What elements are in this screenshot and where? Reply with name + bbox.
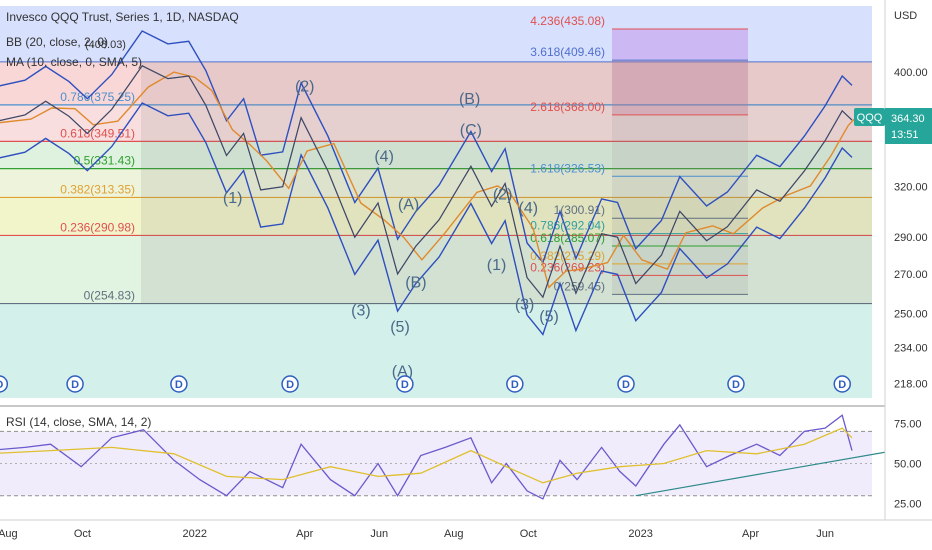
symbol-badge: QQQ (857, 112, 883, 124)
dividend-marker[interactable] (170, 375, 188, 393)
fib-extension-label: 2.618(368.00) (530, 100, 605, 114)
bar-countdown: 13:51 (891, 129, 919, 141)
wave-label: (5) (390, 319, 410, 336)
symbol-badge-bg (854, 108, 885, 126)
dividend-marker[interactable] (617, 375, 635, 393)
fib-ext-zone (612, 114, 748, 295)
dividend-marker-label: D (622, 379, 630, 391)
fib-retracement-label: 0.618(349.51) (60, 126, 135, 140)
time-axis-tick: 2022 (183, 528, 207, 540)
rsi-axis-tick: 75.00 (894, 418, 922, 430)
fib-retracement-label: 0.236(290.98) (60, 220, 135, 234)
fib-retracement-label: 0.382(313.35) (60, 182, 135, 196)
bollinger-bands-label[interactable]: BB (20, close, 2, 0) (6, 35, 109, 49)
time-axis-tick: Apr (742, 528, 759, 540)
dividend-marker-label: D (838, 379, 846, 391)
fib-retracement-label: 0(254.83) (84, 289, 135, 303)
dividend-marker-label: D (286, 379, 294, 391)
rsi-label[interactable]: RSI (14, close, SMA, 14, 2) (6, 415, 152, 429)
wave-label: (3) (351, 302, 371, 319)
fib-zone (0, 104, 872, 142)
wave-label: (1) (223, 190, 243, 207)
dividend-marker-label: D (71, 379, 79, 391)
currency-label: USD (894, 10, 917, 22)
price-axis-tick: 250.00 (894, 308, 928, 320)
bollinger-upper-band[interactable] (0, 30, 853, 264)
fib-zone (0, 61, 872, 105)
fib-zone (0, 303, 872, 398)
fib-retracement-label: 0.5(331.43) (74, 154, 135, 168)
rsi-axis-tick: 25.00 (894, 499, 922, 511)
dividend-marker[interactable] (727, 375, 745, 393)
time-axis-tick: Jun (816, 528, 834, 540)
dividend-marker[interactable] (0, 375, 9, 393)
fib-extension-label: 4.236(435.08) (530, 14, 605, 28)
price-axis-tick: 218.00 (894, 379, 928, 391)
dividend-marker-label: D (732, 379, 740, 391)
wave-label: (2) (295, 79, 315, 96)
dividend-marker-label: D (175, 379, 183, 391)
price-line[interactable] (0, 65, 853, 299)
fib-extension-label: 3.618(409.46) (530, 45, 605, 59)
price-axis-tick: 234.00 (894, 342, 928, 354)
fib-ext-zone (612, 28, 748, 61)
wave-label: (2) (493, 187, 513, 204)
fib-extension-label: 1(300.91) (554, 203, 605, 217)
fib-zone (0, 235, 872, 304)
last-price-badge: QQQ 364.30 13:51 (854, 108, 932, 144)
rsi-pane[interactable] (0, 414, 885, 500)
wave-label: (1) (487, 257, 507, 274)
price-axis-tick: 290.00 (894, 232, 928, 244)
moving-average-label[interactable]: MA (10, close, 0, SMA, 5) (6, 55, 143, 69)
rsi-axis-tick: 50.00 (894, 459, 922, 471)
time-axis-tick: Aug (444, 528, 464, 540)
dividend-marker[interactable] (506, 375, 524, 393)
wave-label: (3) (515, 296, 535, 313)
dividend-marker[interactable] (833, 375, 851, 393)
rsi-trend-line[interactable] (635, 451, 885, 497)
wave-label: (4) (519, 200, 539, 217)
wave-label: (4) (374, 149, 394, 166)
price-axis-tick: 270.00 (894, 269, 928, 281)
fib-zone (0, 197, 872, 236)
dividend-marker-label: D (401, 379, 409, 391)
time-axis-tick: Jun (370, 528, 388, 540)
price-axis-tick: 320.00 (894, 182, 928, 194)
fib-overlay (141, 61, 872, 304)
dividend-marker[interactable] (281, 375, 299, 393)
bb-overlap-value: (408.03) (85, 39, 126, 51)
price-pane[interactable]: 0.786(375.25) 0.618(349.51) 0.5(331.43) 0.3… (0, 6, 885, 398)
last-price-value: 364.30 (891, 113, 925, 125)
bollinger-lower-band[interactable] (0, 102, 853, 336)
fib-zone (0, 141, 872, 169)
chart-title: Invesco QQQ Trust, Series 1, 1D, NASDAQ (6, 10, 239, 24)
fib-extension-label: 0.382(275.29) (530, 249, 605, 263)
wave-label: (B) (459, 91, 480, 108)
dividend-marker[interactable] (66, 375, 84, 393)
time-axis-tick: Aug (0, 528, 18, 540)
wave-label: (A) (398, 197, 419, 214)
fib-extension-label: 1.618(326.53) (530, 161, 605, 175)
price-axis-tick: 400.00 (894, 67, 928, 79)
wave-label: (5) (539, 309, 559, 326)
time-axis-tick: Oct (74, 528, 91, 540)
rsi-ma-line[interactable] (0, 427, 853, 484)
dividend-marker-label: D (511, 379, 519, 391)
time-axis-tick: Apr (296, 528, 313, 540)
time-axis-tick: Oct (520, 528, 537, 540)
wave-label: (C) (460, 122, 482, 139)
rsi-line[interactable] (0, 414, 853, 500)
fib-extension-label: 0.786(292.04) (530, 219, 605, 233)
time-axis-tick: 2023 (628, 528, 652, 540)
dividend-marker[interactable] (396, 375, 414, 393)
fib-retracement-label: 0.786(375.25) (60, 90, 135, 104)
wave-label: (B) (405, 274, 426, 291)
dividend-marker-label: D (0, 379, 3, 391)
fib-ext-zone (612, 60, 748, 115)
last-price-box (885, 108, 932, 144)
